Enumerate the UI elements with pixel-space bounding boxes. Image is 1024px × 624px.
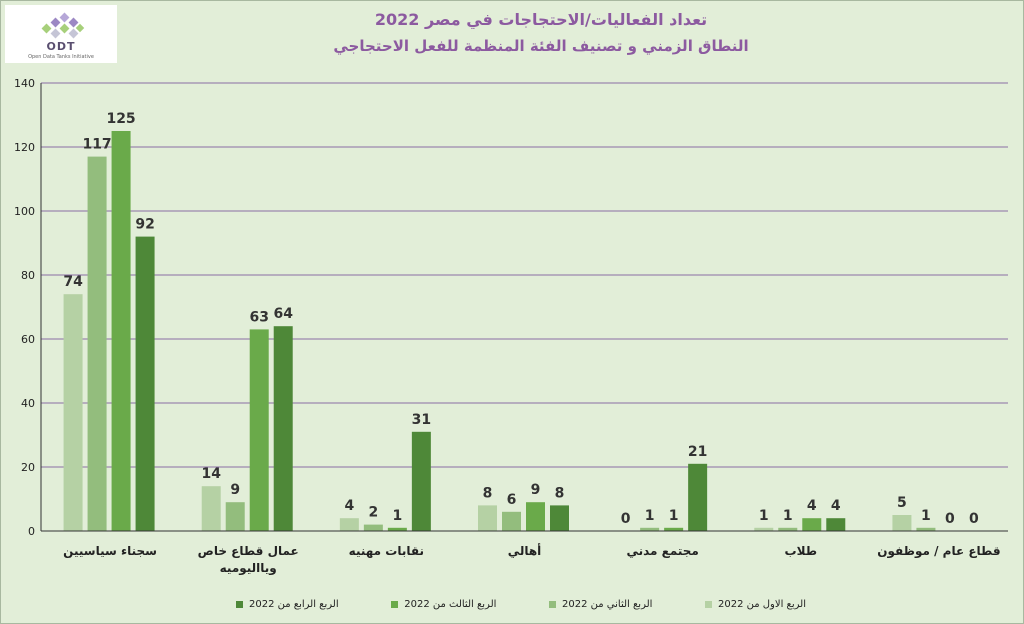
- legend: الربع الرابع من 2022 الربع الثالث من 202…: [236, 596, 806, 612]
- data-label: 2: [368, 505, 378, 521]
- legend-label: الربع الاول من 2022: [718, 598, 806, 610]
- data-label: 6: [507, 492, 517, 508]
- y-tick-label: 80: [21, 269, 35, 282]
- legend-label: الربع الرابع من 2022: [249, 598, 339, 610]
- bar: [135, 236, 155, 531]
- legend-item: الربع الاول من 2022: [705, 596, 806, 612]
- bar: [363, 524, 383, 531]
- data-label: 8: [555, 485, 565, 501]
- bar: [826, 518, 846, 531]
- data-label: 1: [669, 508, 679, 524]
- x-category-label: نقابات مهنيه: [348, 544, 424, 558]
- bar: [754, 527, 774, 531]
- x-category-label: قطاع عام / موظفون: [877, 544, 1001, 558]
- legend-swatch: [236, 600, 243, 608]
- y-tick-label: 0: [28, 525, 35, 538]
- data-label: 4: [344, 498, 354, 514]
- x-category-label: مجتمع مدني: [626, 544, 699, 558]
- bar: [387, 527, 407, 531]
- bar: [63, 294, 83, 531]
- data-label: 74: [63, 274, 83, 290]
- bar: [688, 463, 708, 531]
- legend-label: الربع الثاني من 2022: [562, 598, 653, 610]
- bar: [664, 527, 684, 531]
- data-label: 125: [106, 111, 135, 127]
- data-label: 1: [921, 508, 931, 524]
- data-label: 1: [392, 508, 402, 524]
- bar: [225, 502, 245, 531]
- legend-swatch: [549, 600, 556, 608]
- data-label: 0: [969, 511, 979, 527]
- data-label: 1: [759, 508, 769, 524]
- y-tick-label: 120: [14, 141, 35, 154]
- bar: [892, 515, 912, 531]
- data-label: 14: [201, 466, 221, 482]
- data-label: 0: [945, 511, 955, 527]
- data-label: 0: [621, 511, 631, 527]
- data-label: 21: [688, 444, 707, 460]
- chart-subtitle: النطاق الزمني و تصنيف الفئة المنظمة للفع…: [333, 37, 749, 55]
- data-label: 63: [249, 309, 268, 325]
- bar: [526, 502, 545, 531]
- data-label: 92: [135, 217, 154, 233]
- bar: [802, 518, 822, 531]
- data-label: 64: [273, 306, 293, 322]
- x-category-label: طلاب: [784, 544, 818, 558]
- data-label: 1: [645, 508, 655, 524]
- bar: [411, 431, 431, 531]
- data-label: 9: [230, 482, 240, 498]
- bar: [249, 329, 269, 531]
- x-category-label: سجناء سياسيين: [63, 544, 157, 558]
- odt-logo: ODT Open Data Tanks Initiative: [5, 5, 117, 63]
- x-category-label: عمال قطاع خاص ويااليوميه: [197, 544, 299, 575]
- legend-swatch: [705, 600, 713, 608]
- y-tick-label: 20: [21, 461, 35, 474]
- bar: [478, 505, 497, 531]
- bar: [273, 326, 293, 531]
- y-tick-label: 100: [14, 205, 35, 218]
- bar: [87, 156, 107, 531]
- bar: [339, 518, 359, 531]
- bar: [778, 527, 798, 531]
- data-label: 9: [531, 482, 541, 498]
- bars: [63, 131, 936, 531]
- y-axis-ticks: 0 20 40 60 80 100 120 140: [14, 77, 35, 538]
- data-label: 8: [483, 485, 493, 501]
- legend-item: الربع الثالث من 2022: [391, 596, 496, 612]
- data-label: 4: [807, 498, 817, 514]
- logo-tagline: Open Data Tanks Initiative: [28, 54, 94, 60]
- legend-item: الربع الثاني من 2022: [549, 596, 652, 612]
- bar: [502, 511, 521, 531]
- y-tick-label: 60: [21, 333, 35, 346]
- y-tick-label: 140: [14, 77, 35, 90]
- data-label: 5: [897, 495, 907, 511]
- data-label: 31: [412, 412, 431, 428]
- gridlines: [41, 82, 1008, 468]
- bar: [201, 486, 221, 531]
- bar: [550, 505, 569, 531]
- logo-name: ODT: [46, 40, 76, 53]
- chart-title: تعداد الفعاليات/الاحتجاجات في مصر 2022: [374, 10, 708, 29]
- data-label: 117: [82, 137, 111, 153]
- legend-item: الربع الرابع من 2022: [236, 596, 339, 612]
- cubes-icon: [41, 12, 85, 39]
- bar: [640, 527, 660, 531]
- data-label: 1: [783, 508, 793, 524]
- data-label: 4: [831, 498, 841, 514]
- bar: [111, 131, 131, 531]
- bar: [916, 527, 936, 531]
- legend-swatch: [391, 600, 399, 608]
- x-category-label: أهالي: [507, 544, 542, 558]
- legend-label: الربع الثالث من 2022: [404, 598, 497, 610]
- y-tick-label: 40: [21, 397, 35, 410]
